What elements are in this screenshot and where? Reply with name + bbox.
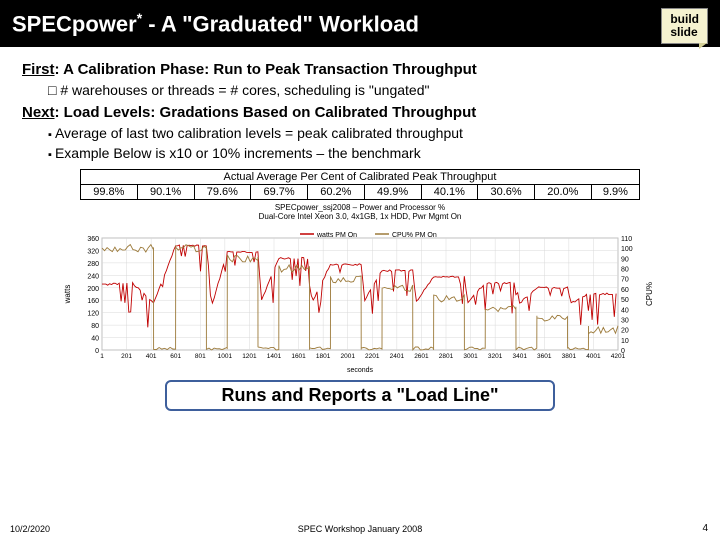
svg-text:280: 280 (87, 261, 99, 268)
h1-sub: # warehouses or threads = # cores, sched… (48, 82, 698, 98)
svg-text:60: 60 (621, 287, 629, 294)
svg-text:201: 201 (121, 353, 132, 360)
h2-sub1: Average of last two calibration levels =… (48, 125, 698, 141)
pct-cell: 40.1% (421, 185, 478, 200)
svg-text:3801: 3801 (562, 353, 577, 360)
svg-text:120: 120 (87, 311, 99, 318)
svg-text:1801: 1801 (316, 353, 331, 360)
svg-text:3001: 3001 (463, 353, 478, 360)
pct-table: 99.8%90.1%79.6%69.7%60.2%49.9%40.1%30.6%… (80, 184, 640, 200)
pct-cell: 69.7% (251, 185, 308, 200)
svg-text:2601: 2601 (414, 353, 429, 360)
svg-text:4001: 4001 (586, 353, 601, 360)
svg-text:CPU%: CPU% (645, 282, 654, 306)
chart-caption-2: Dual-Core Intel Xeon 3.0, 4x1GB, 1x HDD,… (22, 213, 698, 222)
svg-text:360: 360 (87, 236, 99, 243)
svg-text:1401: 1401 (267, 353, 282, 360)
svg-text:30: 30 (621, 317, 629, 324)
svg-text:3201: 3201 (488, 353, 503, 360)
svg-text:200: 200 (87, 286, 99, 293)
svg-text:40: 40 (621, 307, 629, 314)
build-line2: slide (670, 26, 699, 39)
svg-text:1201: 1201 (242, 353, 257, 360)
pct-cell: 99.8% (81, 185, 138, 200)
svg-text:CPU% PM On: CPU% PM On (392, 232, 437, 239)
pct-table-wrap: Actual Average Per Cent of Calibrated Pe… (80, 169, 640, 200)
content-area: First: A Calibration Phase: Run to Peak … (0, 47, 720, 411)
svg-text:50: 50 (621, 297, 629, 304)
pct-cell: 9.9% (591, 185, 639, 200)
h2-sub2: Example Below is x10 or 10% increments –… (48, 145, 698, 161)
pct-cell: 90.1% (137, 185, 194, 200)
svg-text:80: 80 (621, 266, 629, 273)
heading-next: Next: Load Levels: Gradations Based on C… (22, 104, 698, 121)
svg-text:2801: 2801 (439, 353, 454, 360)
svg-text:70: 70 (621, 277, 629, 284)
svg-text:2001: 2001 (340, 353, 355, 360)
svg-text:320: 320 (87, 248, 99, 255)
svg-text:watts PM On: watts PM On (316, 232, 357, 239)
power-chart: 0408012016020024028032036001020304050607… (60, 224, 660, 374)
title-suffix: - A "Graduated" Workload (142, 11, 419, 36)
pct-cell: 60.2% (308, 185, 365, 200)
title-prefix: SPECpower (12, 11, 137, 36)
svg-text:100: 100 (621, 246, 633, 253)
h1-rest: : A Calibration Phase: Run to Peak Trans… (55, 61, 477, 78)
h2-prefix: Next (22, 104, 55, 121)
svg-text:0: 0 (95, 348, 99, 355)
svg-text:3601: 3601 (537, 353, 552, 360)
pct-cell: 79.6% (194, 185, 251, 200)
pct-table-title: Actual Average Per Cent of Calibrated Pe… (80, 169, 640, 184)
svg-text:3401: 3401 (512, 353, 527, 360)
svg-text:1601: 1601 (291, 353, 306, 360)
svg-text:4201: 4201 (611, 353, 626, 360)
svg-text:601: 601 (170, 353, 181, 360)
page-title: SPECpower* - A "Graduated" Workload (0, 0, 720, 47)
svg-text:1: 1 (100, 353, 104, 360)
h2-rest: : Load Levels: Gradations Based on Calib… (55, 104, 477, 121)
svg-text:1001: 1001 (218, 353, 233, 360)
svg-text:801: 801 (195, 353, 206, 360)
pct-cell: 30.6% (478, 185, 535, 200)
load-line-callout: Runs and Reports a "Load Line" (165, 380, 555, 411)
svg-text:80: 80 (91, 323, 99, 330)
svg-text:20: 20 (621, 328, 629, 335)
pct-cell: 49.9% (364, 185, 421, 200)
svg-text:2201: 2201 (365, 353, 380, 360)
page-number: 4 (702, 523, 708, 534)
svg-text:160: 160 (87, 298, 99, 305)
svg-text:401: 401 (146, 353, 157, 360)
svg-text:seconds: seconds (347, 367, 374, 374)
svg-text:90: 90 (621, 256, 629, 263)
h1-prefix: First (22, 61, 55, 78)
footer-date: 10/2/2020 (10, 524, 50, 534)
svg-text:2401: 2401 (390, 353, 405, 360)
svg-text:240: 240 (87, 273, 99, 280)
svg-text:40: 40 (91, 335, 99, 342)
svg-text:110: 110 (621, 236, 632, 243)
build-slide-note: build slide (661, 8, 708, 44)
chart-caption: SPECpower_ssj2008 – Power and Processor … (22, 204, 698, 222)
footer-event: SPEC Workshop January 2008 (298, 524, 422, 534)
pct-cell: 20.0% (535, 185, 592, 200)
svg-text:10: 10 (621, 338, 629, 345)
svg-text:watts: watts (63, 285, 72, 305)
heading-first: First: A Calibration Phase: Run to Peak … (22, 61, 698, 78)
